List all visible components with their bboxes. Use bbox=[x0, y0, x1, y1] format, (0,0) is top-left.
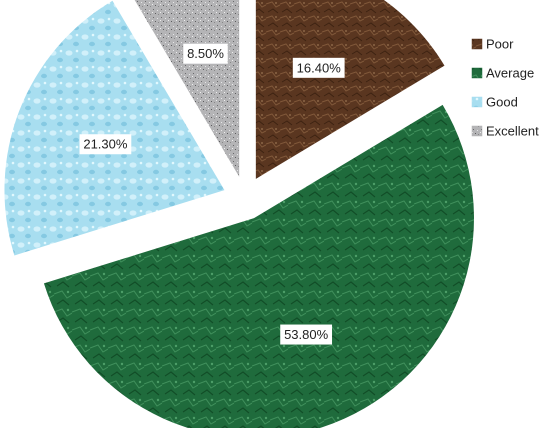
legend-label-excellent: Excellent bbox=[486, 124, 539, 139]
data-label-poor: 16.40% bbox=[297, 60, 342, 75]
legend-label-average: Average bbox=[486, 66, 534, 81]
legend-swatch-good bbox=[471, 96, 483, 108]
data-label-background bbox=[292, 57, 345, 78]
data-label-background bbox=[183, 43, 228, 64]
legend-swatch-excellent bbox=[471, 125, 483, 137]
legend-swatch-average bbox=[471, 67, 483, 79]
data-label-background bbox=[280, 324, 333, 345]
data-label-average: 53.80% bbox=[284, 327, 329, 342]
data-label-background bbox=[79, 134, 132, 155]
data-label-excellent: 8.50% bbox=[187, 46, 224, 61]
legend-label-good: Good bbox=[486, 95, 518, 110]
legend-swatch-poor bbox=[471, 38, 483, 50]
pie-slice-average bbox=[43, 104, 474, 428]
data-label-good: 21.30% bbox=[83, 137, 128, 152]
legend-label-poor: Poor bbox=[486, 37, 514, 52]
pie-slice-good bbox=[4, 0, 225, 256]
pie-slice-poor bbox=[255, 0, 445, 179]
